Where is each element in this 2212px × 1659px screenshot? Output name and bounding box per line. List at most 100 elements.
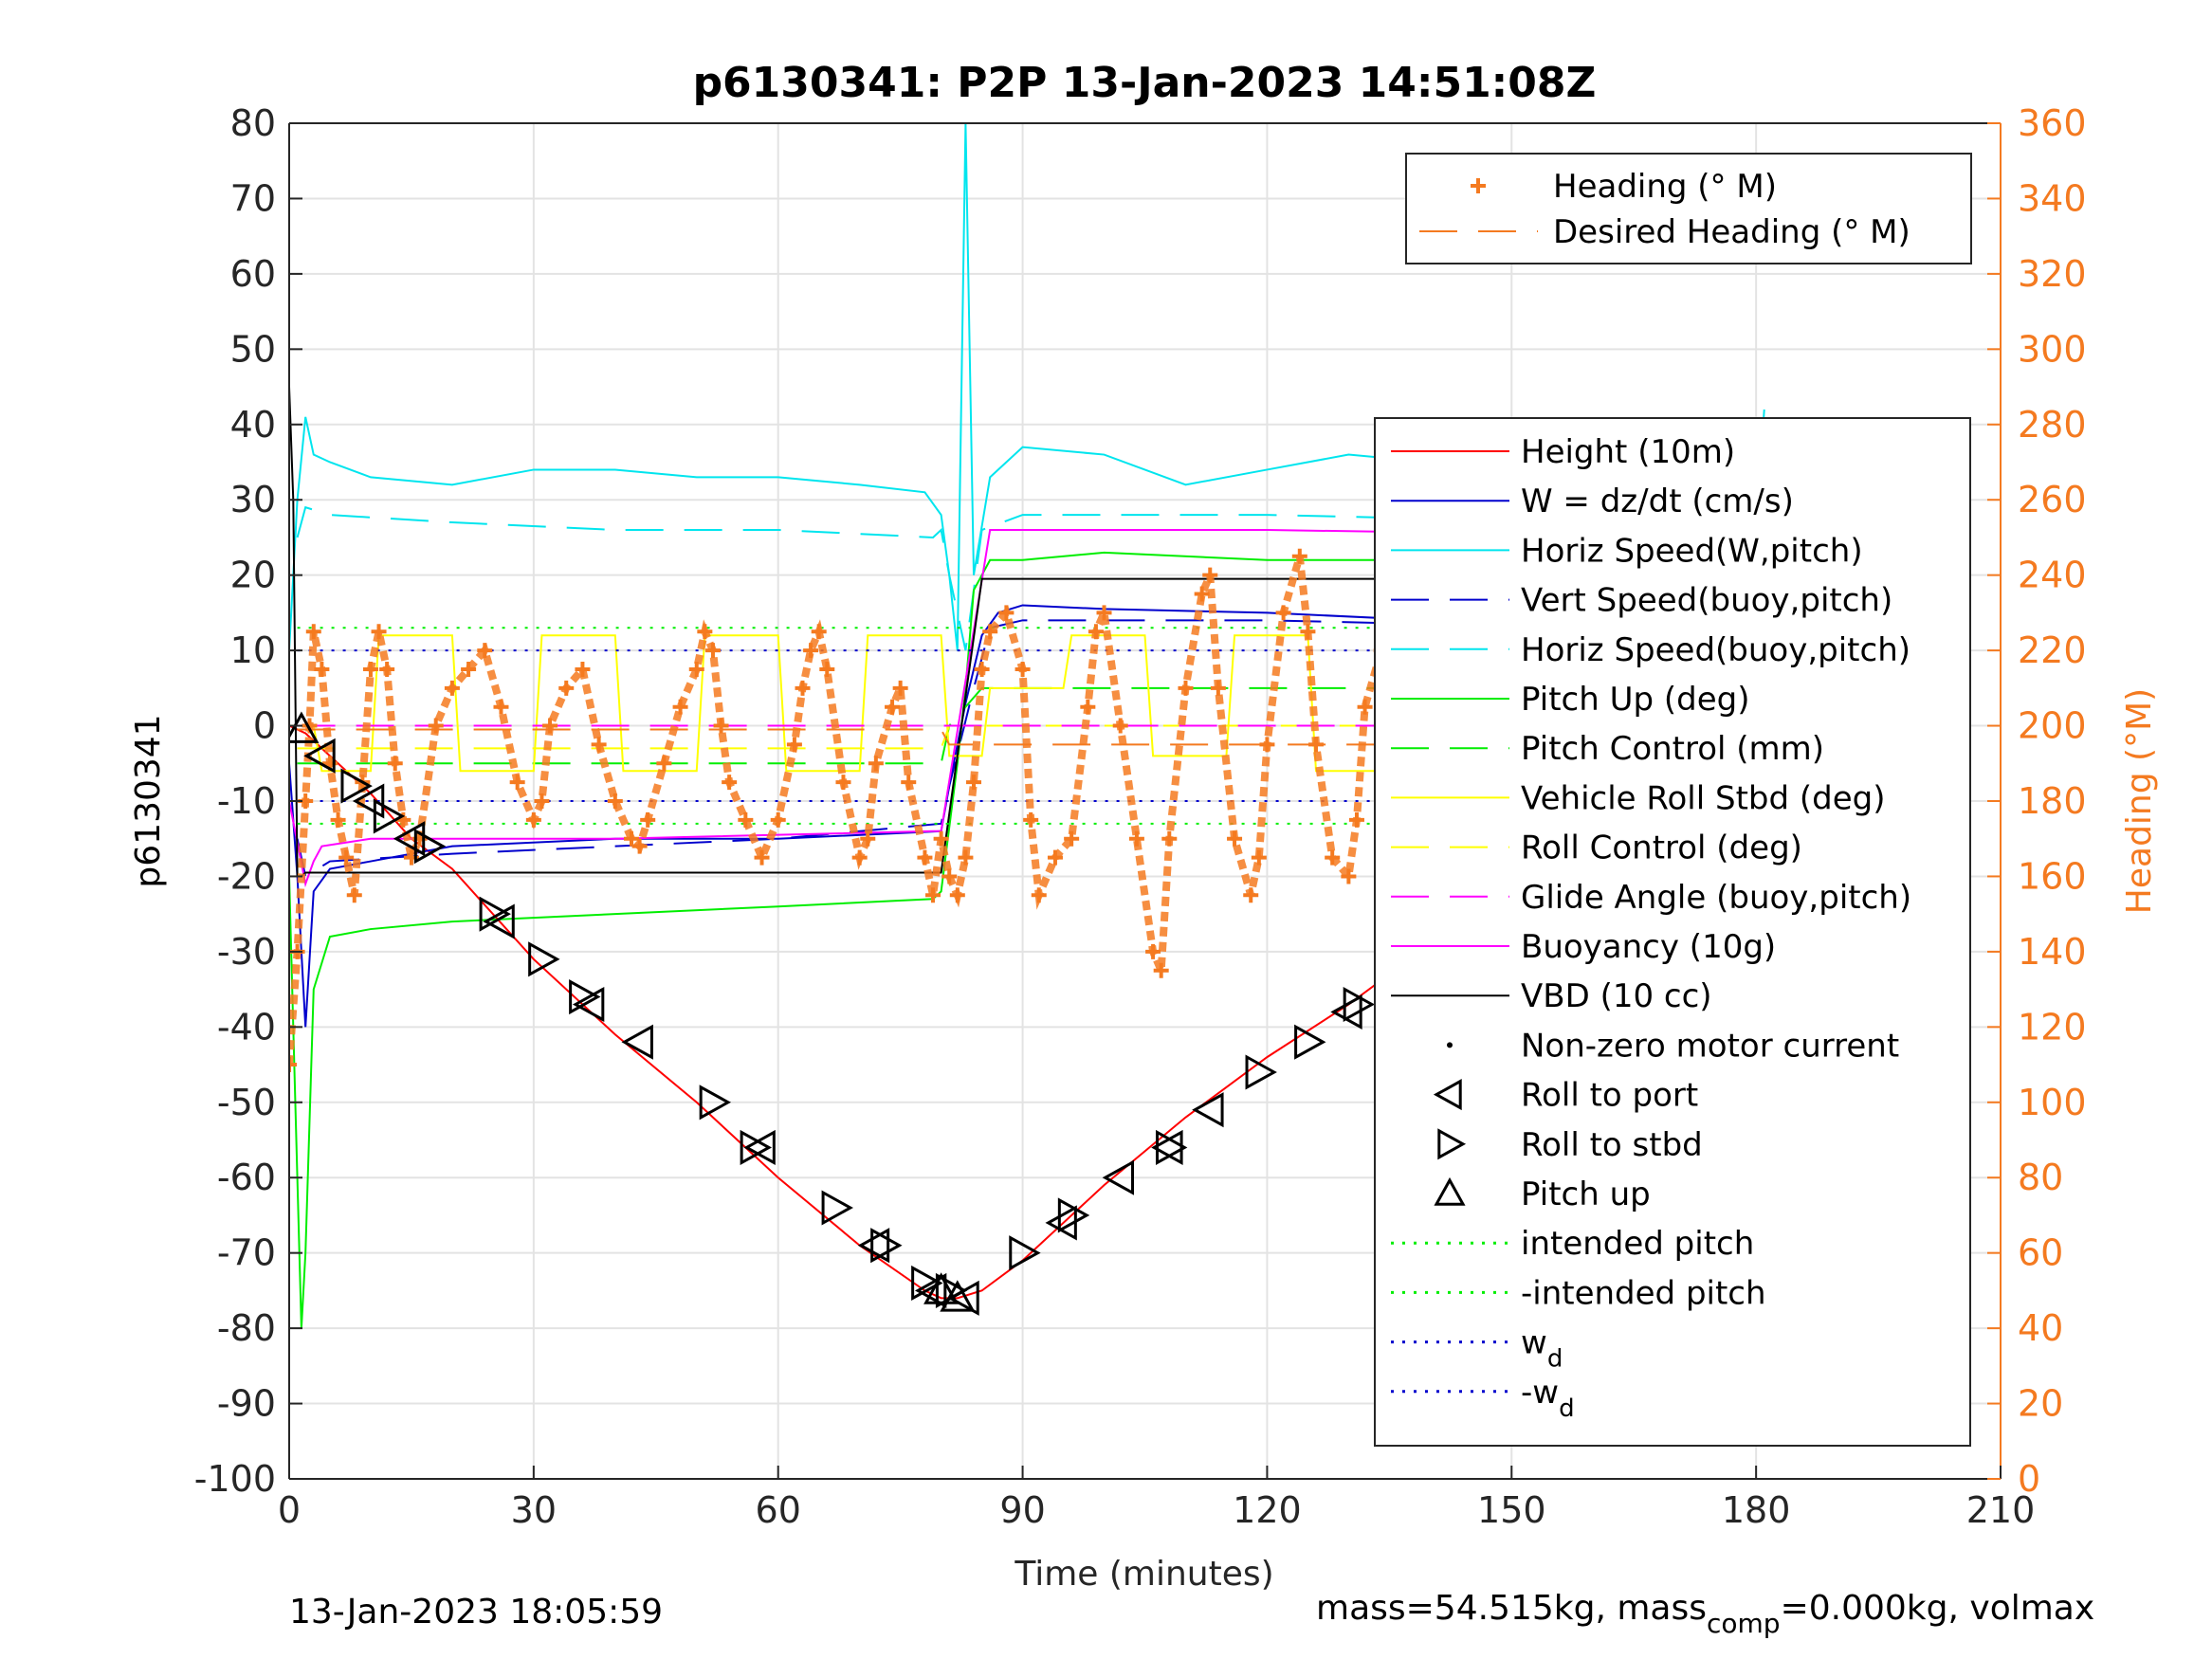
y-tick-label: 40: [230, 404, 276, 446]
marker-tri-left: [621, 1024, 653, 1060]
legend-main-box: [1374, 417, 1971, 1447]
y2-tick-label: 280: [2018, 404, 2087, 446]
marker-tri-right: [911, 1265, 943, 1301]
y-tick-label: 50: [230, 328, 276, 370]
y2-tick-label: 200: [2018, 705, 2087, 747]
marker-tri-left: [914, 1272, 947, 1308]
y2-tick-label: 220: [2018, 629, 2087, 671]
marker-tri-right: [740, 1129, 773, 1165]
legend-main-label: Glide Angle (buoy,pitch): [1521, 879, 1911, 917]
y-tick-label: -50: [217, 1082, 276, 1123]
y2-tick-label: 320: [2018, 253, 2087, 295]
legend-main-label: Roll to port: [1521, 1077, 1698, 1115]
legend-main-label: -intended pitch: [1521, 1274, 1766, 1312]
marker-tri-left: [352, 783, 385, 819]
y2-tick-label: 340: [2018, 177, 2087, 219]
y-tick-label: 60: [230, 253, 276, 295]
legend-label-text: W = dz/dt (cm/s): [1521, 483, 1794, 520]
x-axis-label: Time (minutes): [1014, 1555, 1273, 1594]
legend-swatch: [1437, 1128, 1467, 1160]
marker-tri-right: [1343, 986, 1376, 1023]
legend-heading-label: Heading (° M): [1553, 168, 1777, 206]
legend-label-text: -intended pitch: [1521, 1274, 1766, 1312]
legend-main: Height (10m) W = dz/dt (cm/s) Horiz Speed(…: [1374, 417, 1971, 1447]
marker-tri-right: [1057, 1197, 1090, 1233]
marker-tri-right: [935, 1272, 968, 1308]
y-tick-label: -30: [217, 931, 276, 973]
marker-tri-right: [528, 941, 560, 977]
legend-main-label: intended pitch: [1521, 1225, 1754, 1263]
y-tick-label: 10: [230, 629, 276, 671]
x-tick-label: 210: [1966, 1489, 2036, 1531]
y-tick-label: -10: [217, 780, 276, 822]
marker-tri-left: [1192, 1092, 1224, 1128]
x-tick-label: 150: [1477, 1489, 1546, 1531]
y-tick-label: -90: [217, 1383, 276, 1425]
legend-label-text: Pitch Up (deg): [1521, 681, 1749, 719]
footer-date: 13-Jan-2023 18:05:59: [289, 1593, 663, 1632]
y-tick-label: 20: [230, 555, 276, 596]
y2-tick-label: 0: [2018, 1458, 2040, 1500]
marker-tri-left: [393, 821, 426, 857]
x-axis-ticks: 0 30 60 90 120 150 180 210: [278, 1466, 2035, 1531]
marker-tri-left: [1151, 1129, 1183, 1165]
y-tick-label: 80: [230, 102, 276, 144]
y-tick-label: -100: [194, 1458, 276, 1500]
legend-swatch: [1433, 1079, 1462, 1111]
y-axis-label: p6130341: [129, 714, 168, 887]
x-tick-label: 180: [1722, 1489, 1791, 1531]
y2-tick-label: 100: [2018, 1082, 2087, 1123]
legend-label-text: Pitch up: [1521, 1176, 1651, 1213]
legend-label-text: -w: [1521, 1374, 1559, 1412]
series-horiz-speed-buoy-pitch: [296, 505, 1757, 651]
marker-tri-right: [699, 1085, 732, 1121]
legend-swatch: [1471, 178, 1486, 193]
legend-label-text: Horiz Speed(W,pitch): [1521, 532, 1863, 570]
y-tick-label: -20: [217, 855, 276, 897]
y-tick-label: -40: [217, 1006, 276, 1048]
marker-tri-right: [340, 768, 373, 804]
series-desired-heading-m: [297, 728, 1757, 746]
legend-heading-label: Desired Heading (° M): [1553, 213, 1910, 251]
marker-tri-left: [1102, 1159, 1135, 1195]
marker-tri-left: [743, 1129, 776, 1165]
legend-label-text: Glide Angle (buoy,pitch): [1521, 879, 1911, 917]
y-tick-label: 70: [230, 177, 276, 219]
legend-main-label: VBD (10 cc): [1521, 977, 1712, 1015]
legend-main-label: Horiz Speed(W,pitch): [1521, 532, 1863, 570]
y-tick-label: -60: [217, 1157, 276, 1198]
y2-axis-ticks: 3603403203002802602402202001801601401201…: [1987, 102, 2087, 1500]
marker-tri-right: [1294, 1024, 1326, 1060]
marker-tri-right: [569, 979, 601, 1015]
footer-mass-text: mass=54.515kg, mass: [1316, 1589, 1707, 1628]
y-axis-ticks: 80 70 60 50 40 30 20 10 0 -10 -20 -30 -40 -50 -60 -70 -8…: [194, 102, 302, 1500]
x-tick-label: 60: [756, 1489, 801, 1531]
legend-main-label: Vehicle Roll Stbd (deg): [1521, 779, 1886, 817]
legend-label-text: Horiz Speed(buoy,pitch): [1521, 631, 1910, 669]
legend-main-label: -wd: [1521, 1374, 1575, 1423]
legend-main-label: Vert Speed(buoy,pitch): [1521, 582, 1892, 620]
y2-tick-label: 240: [2018, 555, 2087, 596]
y-tick-label: -80: [217, 1307, 276, 1349]
marker-tri-up: [940, 1280, 976, 1312]
legend-label-sub: d: [1559, 1395, 1575, 1423]
y2-tick-label: 80: [2018, 1157, 2063, 1198]
marker-tri-left: [572, 986, 605, 1023]
x-tick-label: 90: [999, 1489, 1045, 1531]
marker-tri-right: [821, 1190, 853, 1226]
legend-swatch: [1447, 1042, 1453, 1048]
x-tick-label: 30: [511, 1489, 557, 1531]
y2-tick-label: 360: [2018, 102, 2087, 144]
y2-tick-label: 120: [2018, 1006, 2087, 1048]
legend-swatch: [1434, 1176, 1466, 1206]
y2-tick-label: 140: [2018, 931, 2087, 973]
legend-main-label: W = dz/dt (cm/s): [1521, 483, 1794, 520]
x-tick-label: 0: [278, 1489, 301, 1531]
legend-main-label: Non-zero motor current: [1521, 1027, 1899, 1065]
marker-tri-left: [857, 1228, 890, 1264]
heading-point: [289, 1057, 297, 1073]
y2-tick-label: 180: [2018, 780, 2087, 822]
y2-tick-label: 60: [2018, 1232, 2063, 1274]
legend-label-text: Buoyancy (10g): [1521, 928, 1776, 966]
